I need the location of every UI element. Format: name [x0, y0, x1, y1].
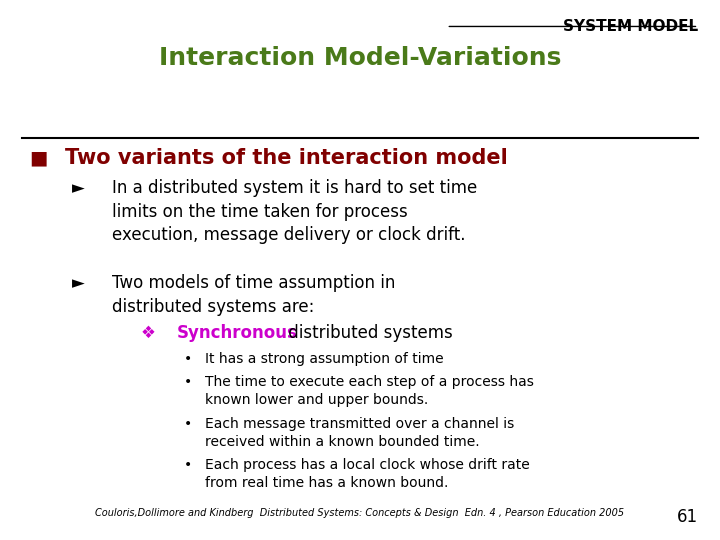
Text: Interaction Model-Variations: Interaction Model-Variations: [159, 46, 561, 70]
Text: The time to execute each step of a process has
known lower and upper bounds.: The time to execute each step of a proce…: [205, 375, 534, 407]
Text: distributed systems: distributed systems: [283, 324, 453, 342]
Text: 61: 61: [678, 509, 698, 526]
Text: Two models of time assumption in
distributed systems are:: Two models of time assumption in distrib…: [112, 274, 395, 316]
Text: SYSTEM MODEL: SYSTEM MODEL: [563, 19, 698, 34]
Text: ❖: ❖: [140, 324, 156, 342]
Text: Synchronous: Synchronous: [176, 324, 297, 342]
Text: In a distributed system it is hard to set time
limits on the time taken for proc: In a distributed system it is hard to se…: [112, 179, 477, 245]
Text: ■: ■: [29, 148, 48, 167]
Text: Each process has a local clock whose drift rate
from real time has a known bound: Each process has a local clock whose dri…: [205, 458, 530, 490]
Text: Each message transmitted over a channel is
received within a known bounded time.: Each message transmitted over a channel …: [205, 417, 515, 449]
Text: ►: ►: [72, 274, 85, 292]
Text: It has a strong assumption of time: It has a strong assumption of time: [205, 352, 444, 366]
Text: •: •: [184, 458, 192, 472]
Text: •: •: [184, 375, 192, 389]
Text: •: •: [184, 352, 192, 366]
Text: •: •: [184, 417, 192, 431]
Text: Two variants of the interaction model: Two variants of the interaction model: [65, 148, 508, 168]
Text: ►: ►: [72, 179, 85, 197]
Text: Couloris,Dollimore and Kindberg  Distributed Systems: Concepts & Design  Edn. 4 : Couloris,Dollimore and Kindberg Distribu…: [96, 508, 624, 518]
